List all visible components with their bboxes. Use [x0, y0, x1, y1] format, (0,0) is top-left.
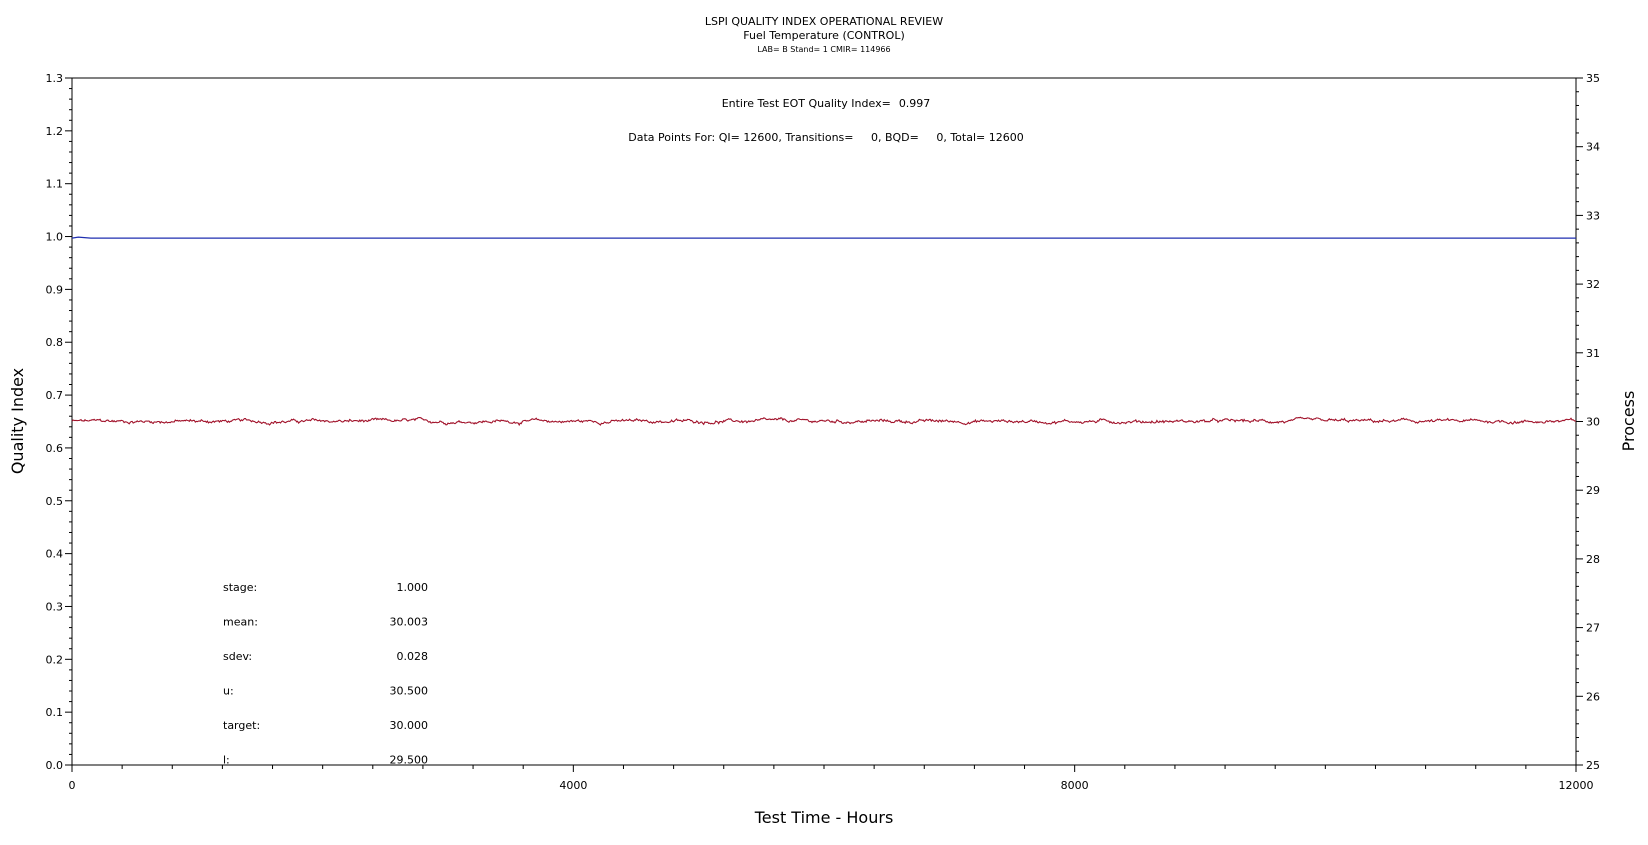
y-right-tick-label: 26: [1586, 690, 1600, 703]
y-left-tick-label: 0.3: [46, 600, 64, 613]
y-left-tick-label: 1.2: [46, 125, 64, 138]
y-left-tick-label: 0.8: [46, 336, 64, 349]
x-tick-label: 4000: [559, 779, 587, 792]
right-axis: 25 26 27 28 29 30 31 32 33 34 35: [1576, 72, 1600, 772]
y-right-tick-label: 27: [1586, 622, 1600, 635]
y-right-tick-label: 35: [1586, 72, 1600, 85]
stat-label: mean:: [223, 616, 258, 629]
y-left-tick-label: 1.0: [46, 231, 64, 244]
y-left-tick-label: 1.1: [46, 178, 64, 191]
chart-subtitle: Fuel Temperature (CONTROL): [743, 29, 905, 42]
data-points-label: Data Points For: QI= 12600, Transitions=…: [628, 131, 1023, 144]
eot-label: Entire Test EOT Quality Index= 0.997: [722, 97, 931, 110]
stat-label: l:: [223, 754, 230, 767]
y-axis-right-label: Process: [1619, 391, 1638, 452]
x-axis-label: Test Time - Hours: [754, 808, 894, 827]
y-left-tick-label: 0.2: [46, 653, 64, 666]
stat-label: sdev:: [223, 650, 252, 663]
y-left-tick-label: 0.1: [46, 706, 64, 719]
y-left-tick-label: 0.7: [46, 389, 64, 402]
process-line: [71, 416, 1576, 427]
y-axis-left-label: Quality Index: [8, 368, 27, 474]
x-tick-label: 8000: [1061, 779, 1089, 792]
stat-label: target:: [223, 719, 260, 732]
x-tick-label: 12000: [1559, 779, 1594, 792]
x-tick-label: 0: [69, 779, 76, 792]
y-left-tick-label: 0.5: [46, 495, 64, 508]
x-axis: 0 4000 8000 12000: [69, 765, 1594, 792]
left-axis: 0.0 0.1 0.2 0.3 0.4 0.5 0.6 0.7 0.8 0.9 1.0 1.1 1.2 1…: [46, 72, 72, 772]
y-right-tick-label: 32: [1586, 278, 1600, 291]
y-left-tick-label: 0.0: [46, 759, 64, 772]
stat-value: 30.000: [390, 719, 429, 732]
stat-value: 1.000: [397, 581, 429, 594]
stat-label: u:: [223, 685, 234, 698]
stat-value: 29.500: [390, 754, 429, 767]
y-right-tick-label: 31: [1586, 347, 1600, 360]
y-left-tick-label: 0.4: [46, 548, 64, 561]
quality-index-line: [71, 236, 1576, 239]
stat-value: 30.500: [390, 685, 429, 698]
y-right-tick-label: 28: [1586, 553, 1600, 566]
chart-title: LSPI QUALITY INDEX OPERATIONAL REVIEW: [705, 15, 943, 28]
y-left-tick-label: 0.6: [46, 442, 64, 455]
y-left-tick-label: 1.3: [46, 72, 64, 85]
stat-value: 0.028: [397, 650, 429, 663]
y-right-tick-label: 25: [1586, 759, 1600, 772]
chart-subsubtitle: LAB= B Stand= 1 CMIR= 114966: [757, 45, 890, 54]
y-right-tick-label: 30: [1586, 416, 1600, 429]
stats-table: stage: 1.000 mean: 30.003 sdev: 0.028 u: 30.500…: [223, 581, 428, 767]
stat-value: 30.003: [390, 616, 429, 629]
y-right-tick-label: 29: [1586, 484, 1600, 497]
y-right-tick-label: 33: [1586, 209, 1600, 222]
y-left-tick-label: 0.9: [46, 283, 64, 296]
y-right-tick-label: 34: [1586, 141, 1600, 154]
stat-label: stage:: [223, 581, 257, 594]
